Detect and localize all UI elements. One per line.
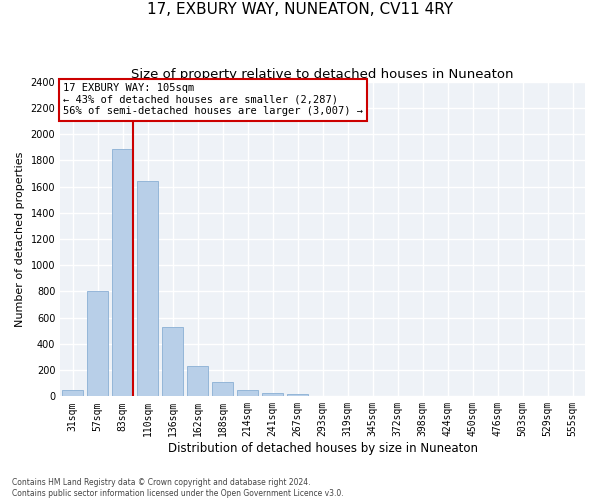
Bar — [112, 148, 133, 396]
Bar — [262, 392, 283, 396]
Bar — [237, 390, 258, 396]
Bar — [212, 382, 233, 396]
Y-axis label: Number of detached properties: Number of detached properties — [15, 152, 25, 326]
Title: Size of property relative to detached houses in Nuneaton: Size of property relative to detached ho… — [131, 68, 514, 80]
X-axis label: Distribution of detached houses by size in Nuneaton: Distribution of detached houses by size … — [167, 442, 478, 455]
Text: Contains HM Land Registry data © Crown copyright and database right 2024.
Contai: Contains HM Land Registry data © Crown c… — [12, 478, 344, 498]
Bar — [137, 180, 158, 396]
Bar — [87, 292, 108, 397]
Text: 17, EXBURY WAY, NUNEATON, CV11 4RY: 17, EXBURY WAY, NUNEATON, CV11 4RY — [147, 2, 453, 18]
Bar — [187, 366, 208, 396]
Bar — [287, 394, 308, 396]
Bar — [62, 390, 83, 396]
Bar — [162, 327, 183, 396]
Text: 17 EXBURY WAY: 105sqm
← 43% of detached houses are smaller (2,287)
56% of semi-d: 17 EXBURY WAY: 105sqm ← 43% of detached … — [63, 83, 363, 116]
